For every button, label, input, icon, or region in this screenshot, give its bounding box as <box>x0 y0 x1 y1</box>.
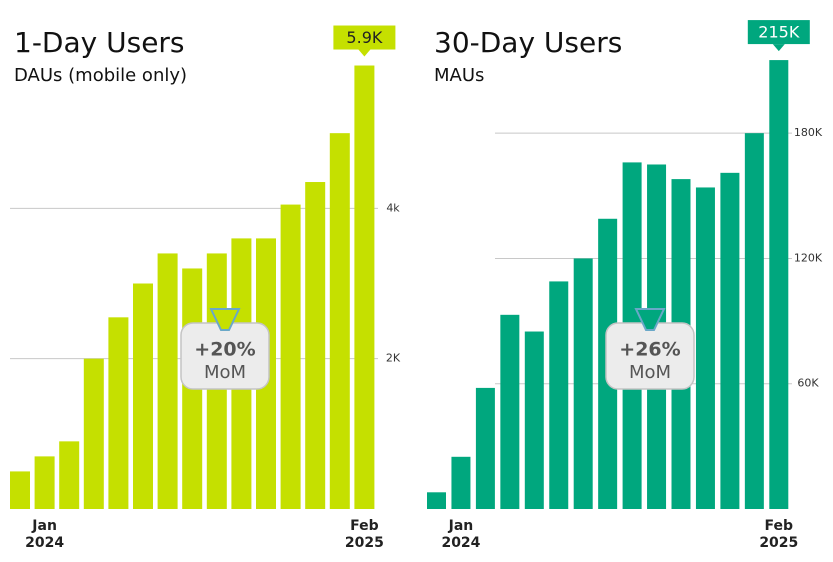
bar <box>10 471 30 509</box>
x-tick-label: 2025 <box>345 535 384 551</box>
x-tick-label: 2024 <box>441 535 480 551</box>
bar <box>354 65 375 510</box>
x-tick-label: Feb <box>765 518 794 534</box>
mom-value: +26% <box>619 339 680 361</box>
bar <box>108 317 129 509</box>
bar <box>133 283 153 509</box>
x-tick-label: 2024 <box>25 535 64 551</box>
y-tick-label: 4k <box>386 201 400 214</box>
bar <box>475 387 495 509</box>
value-badge <box>747 20 810 45</box>
y-tick-label: 60K <box>797 377 819 390</box>
bar <box>451 456 471 509</box>
bar <box>305 182 326 509</box>
chart-title: 30-Day Users <box>434 26 622 59</box>
value-label: 215K <box>758 23 800 42</box>
y-tick-label: 180K <box>794 126 823 139</box>
bar <box>769 60 789 510</box>
bar <box>500 314 520 509</box>
bar <box>329 133 350 509</box>
bar <box>524 331 544 509</box>
bar <box>157 253 178 509</box>
y-tick-label: 2K <box>386 352 401 365</box>
value-badge-pointer <box>772 44 785 52</box>
value-label: 5.9K <box>346 28 382 47</box>
mom-badge: +20%MoM <box>180 308 270 390</box>
bar <box>83 358 104 509</box>
bar <box>427 492 446 509</box>
bar <box>280 204 301 509</box>
bar <box>695 187 715 509</box>
chart-title: 1-Day Users <box>14 26 185 59</box>
y-tick-label: 120K <box>794 251 823 264</box>
x-tick-label: Feb <box>350 518 379 534</box>
bar <box>720 172 740 510</box>
mom-badge: +26%MoM <box>605 308 695 390</box>
x-tick-label: 2025 <box>759 535 798 551</box>
bar <box>549 281 569 509</box>
mom-label: MoM <box>629 362 671 383</box>
bar <box>34 456 55 509</box>
mom-icon <box>634 308 666 331</box>
bar <box>573 258 593 509</box>
mom-icon <box>209 308 241 331</box>
bar <box>744 133 764 509</box>
value-badge-pointer <box>358 49 371 57</box>
value-badge <box>333 25 396 50</box>
mom-label: MoM <box>204 362 246 383</box>
bar <box>59 441 80 509</box>
x-tick-label: Jan <box>448 518 474 534</box>
mom-value: +20% <box>194 339 255 361</box>
chart-subtitle: MAUs <box>434 65 484 86</box>
x-tick-label: Jan <box>31 518 57 534</box>
chart-subtitle: DAUs (mobile only) <box>14 65 187 86</box>
